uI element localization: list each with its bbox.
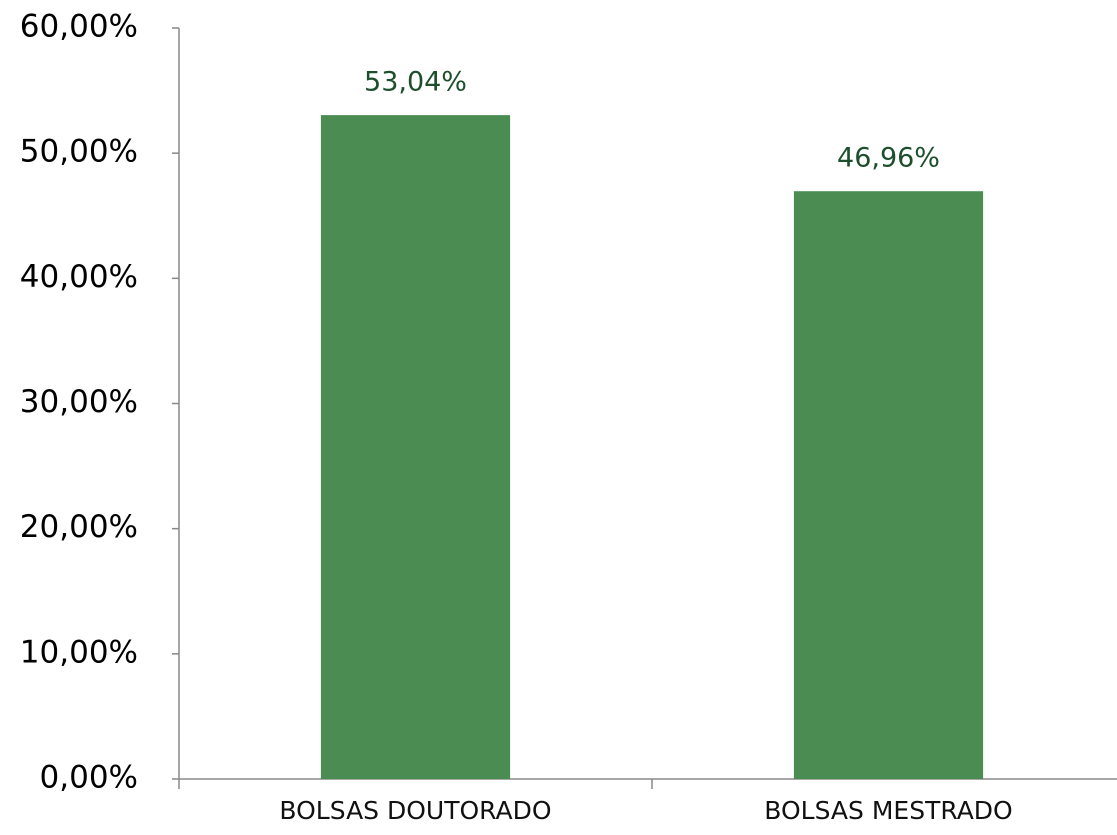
y-tick-label: 30,00% xyxy=(20,384,138,420)
x-tick-label: BOLSAS MESTRADO xyxy=(764,796,1012,825)
y-tick-label: 20,00% xyxy=(20,509,138,545)
y-tick-label: 0,00% xyxy=(40,760,138,796)
bar xyxy=(320,115,511,780)
x-tick-label: BOLSAS DOUTORADO xyxy=(279,796,551,825)
y-tick-label: 40,00% xyxy=(20,259,138,295)
value-label: 53,04% xyxy=(364,67,467,98)
value-label: 46,96% xyxy=(837,143,940,174)
y-tick-label: 60,00% xyxy=(20,9,138,45)
bar xyxy=(793,191,984,779)
y-tick-label: 10,00% xyxy=(20,634,138,670)
y-tick-label: 50,00% xyxy=(20,134,138,170)
